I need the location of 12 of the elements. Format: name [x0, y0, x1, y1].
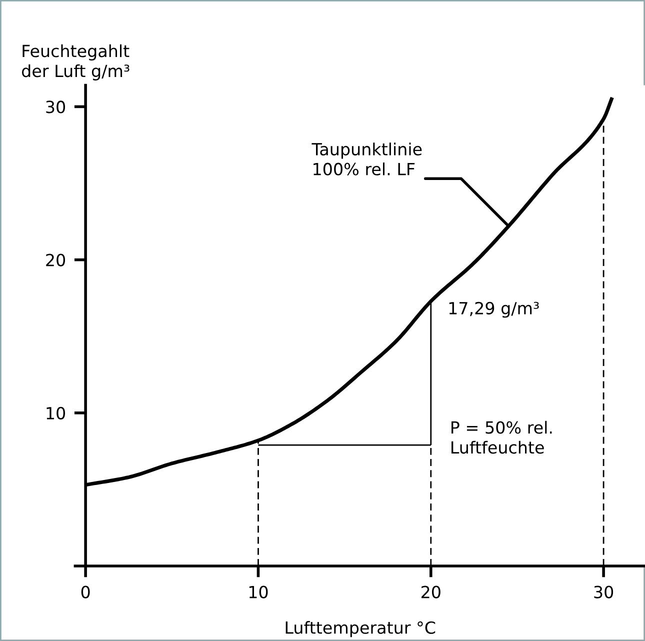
y-tick-label: 20	[46, 254, 66, 266]
x-tick-label: 10	[249, 586, 268, 598]
y-tick-label: 30	[46, 100, 66, 114]
annotation: Taupunktlinie 100% rel. LF	[312, 142, 422, 176]
x-tick-label: 30	[594, 586, 614, 598]
x-tick-label: 0	[81, 586, 90, 598]
x-tick-label: 20	[422, 586, 440, 598]
x-axis-title: Lufttemperatur °C	[286, 621, 436, 638]
y-axis-title: Feuchtegahlt der Luft g/m³	[22, 44, 130, 80]
annotation: 17,29 g/m³	[449, 302, 539, 318]
annotation: P = 50% rel. Luftfeuchte	[452, 420, 552, 454]
y-tick-label: 10	[46, 406, 66, 420]
